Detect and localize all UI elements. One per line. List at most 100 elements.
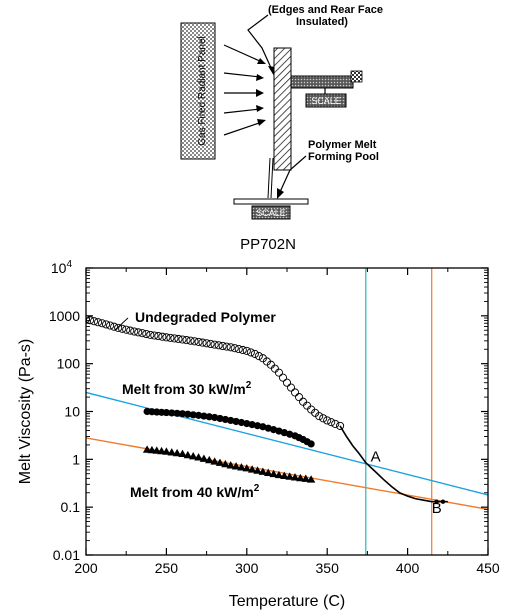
x-tick-label: 200: [74, 560, 98, 576]
data-point: [194, 411, 203, 419]
data-point: [170, 334, 179, 343]
data-point: [184, 410, 192, 418]
data-point: [290, 388, 300, 397]
data-point: [246, 348, 255, 357]
data-point: [226, 343, 235, 352]
insulation-note-line1: (Edges and Rear Face: [268, 4, 383, 16]
data-point: [230, 344, 239, 353]
data-point: [205, 455, 214, 464]
curve-end-marker-1: [434, 499, 439, 504]
x-tick-label: 300: [235, 560, 259, 576]
data-point: [227, 416, 235, 425]
series-3: [142, 445, 316, 483]
counterweight: [350, 70, 363, 83]
data-point: [247, 465, 257, 473]
data-point: [226, 461, 235, 469]
data-point: [205, 413, 213, 421]
x-tick-label: 450: [476, 560, 500, 576]
data-point: [218, 341, 227, 351]
series-1: [86, 315, 345, 430]
series-label-leader: [114, 317, 129, 331]
data-point: [146, 330, 155, 339]
data-point: [234, 345, 243, 354]
data-point: [254, 352, 263, 361]
data-point: [216, 414, 224, 423]
data-point: [174, 334, 183, 344]
insulation-callout-line: [247, 14, 273, 71]
data-point: [166, 333, 175, 342]
data-point: [94, 318, 103, 327]
data-point: [286, 383, 296, 392]
data-point: [319, 414, 328, 423]
chart-title: PP702N: [240, 236, 296, 253]
apparatus-schematic: (Edges and Rear Face Insulated) Gas Fire…: [180, 4, 383, 220]
data-point: [206, 339, 215, 349]
data-point: [210, 457, 219, 465]
data-point: [264, 468, 273, 476]
data-point: [172, 448, 182, 457]
melt-drip-2: [270, 157, 274, 199]
data-point: [299, 397, 308, 406]
data-point: [258, 467, 268, 475]
data-point: [278, 373, 288, 382]
data-point: [270, 364, 279, 373]
radiant-panel-label: Gas Fired Radiant Panel: [197, 36, 208, 146]
series-label-2: Melt from 30 kW/m2: [122, 380, 252, 397]
data-point: [323, 416, 332, 425]
plot-area: [86, 268, 488, 555]
data-point: [178, 335, 187, 344]
data-point: [237, 463, 246, 471]
y-axis-label: Melt Viscosity (Pa-s): [17, 339, 34, 485]
data-point: [301, 474, 310, 482]
data-point: [134, 328, 143, 337]
data-point: [231, 462, 241, 470]
y-tick-label: 10: [64, 404, 80, 420]
upper-scale-label: SCALE: [311, 96, 341, 106]
data-point: [336, 421, 345, 430]
data-point: [237, 418, 246, 427]
data-point: [210, 340, 219, 349]
data-point: [162, 447, 171, 455]
y-tick-label: 104: [51, 259, 73, 276]
data-point: [211, 413, 219, 422]
data-point: [253, 422, 262, 430]
data-point: [130, 327, 139, 336]
data-point: [142, 329, 151, 339]
data-point: [295, 393, 304, 402]
annotation-a: A: [371, 449, 381, 466]
data-point: [168, 409, 176, 417]
y-tick-label: 1000: [49, 308, 80, 324]
descending-viscosity-curve: [339, 425, 448, 503]
data-point: [202, 339, 211, 348]
data-point: [214, 341, 223, 350]
data-point: [89, 317, 99, 326]
data-point: [222, 342, 231, 351]
data-point: [194, 453, 203, 461]
data-point: [242, 464, 251, 472]
y-tick-label: 100: [57, 356, 81, 372]
support-arm: [290, 75, 354, 89]
data-point: [183, 450, 193, 459]
data-point: [282, 378, 292, 387]
curve-end-marker-2: [440, 499, 446, 504]
data-point: [306, 475, 316, 483]
data-point: [173, 409, 181, 417]
melt-drip: [267, 157, 271, 199]
data-point: [274, 368, 284, 377]
data-point: [118, 324, 127, 333]
melt-pool-callout-line: [279, 155, 307, 193]
data-point: [248, 421, 256, 429]
data-point: [315, 412, 324, 421]
data-point: [158, 332, 167, 341]
data-point: [327, 418, 336, 427]
data-point: [186, 336, 195, 345]
radiation-arrows: [223, 44, 266, 136]
data-point: [250, 349, 259, 358]
data-point: [274, 470, 284, 479]
data-point: [307, 440, 315, 448]
data-point: [162, 408, 170, 417]
lower-scale-label: SCALE: [256, 208, 286, 218]
radiant-panel: [180, 22, 216, 160]
data-point: [303, 401, 312, 410]
data-point: [189, 411, 197, 419]
